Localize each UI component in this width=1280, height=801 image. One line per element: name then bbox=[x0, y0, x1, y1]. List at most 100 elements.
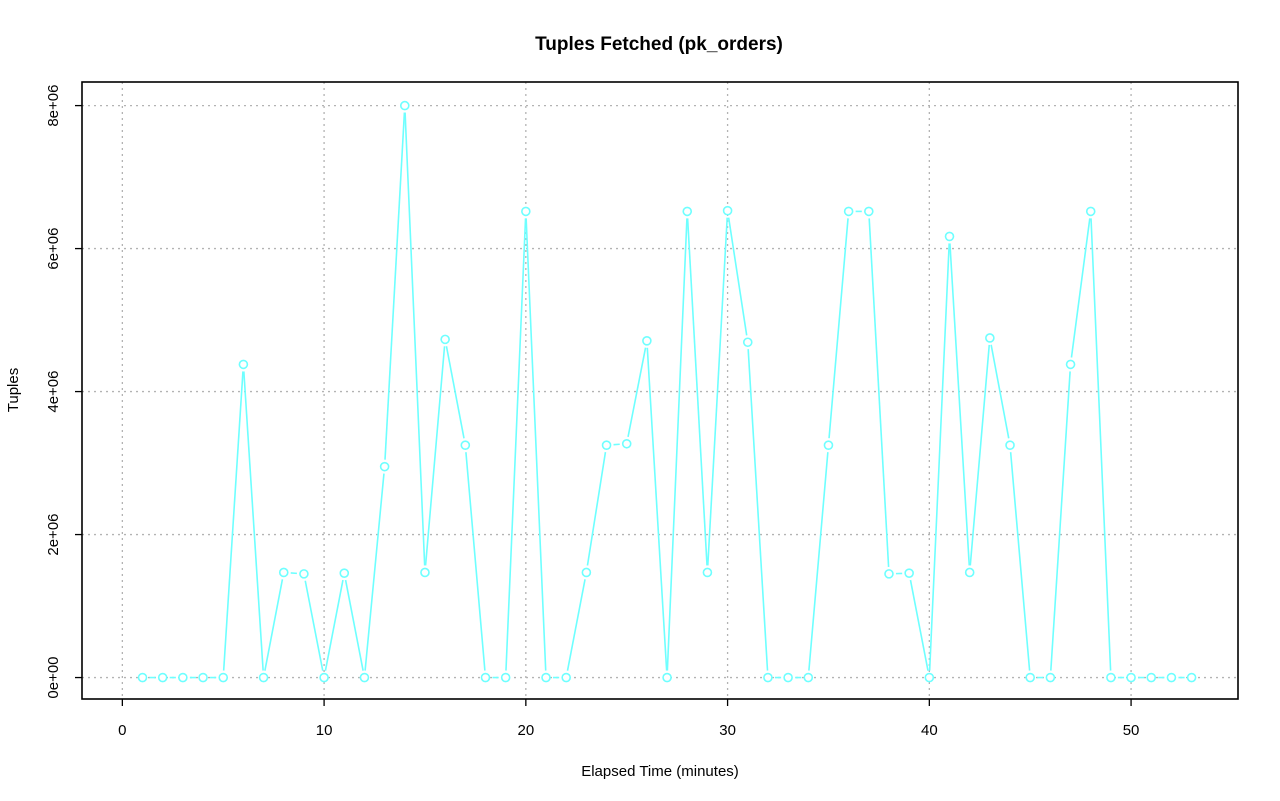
series-line-segment bbox=[646, 347, 668, 671]
series-line-segment bbox=[686, 218, 708, 566]
data-point bbox=[904, 568, 914, 578]
series-line-segment bbox=[868, 218, 890, 567]
data-point bbox=[339, 568, 350, 578]
data-point bbox=[541, 672, 551, 683]
series-line-segment bbox=[707, 217, 728, 566]
y-tick-label: 4e+06 bbox=[45, 371, 62, 413]
data-point bbox=[884, 569, 894, 579]
series-line-segment bbox=[1090, 218, 1112, 671]
data-point bbox=[500, 672, 511, 683]
series-line-segment bbox=[344, 579, 364, 671]
chart-title: Tuples Fetched (pk_orders) bbox=[535, 34, 783, 55]
series-line-segment bbox=[808, 452, 829, 671]
series-line-segment bbox=[928, 243, 950, 671]
data-point bbox=[985, 333, 995, 343]
series-line-segment bbox=[465, 452, 486, 671]
series-layer bbox=[137, 100, 1197, 683]
series-line-segment bbox=[909, 579, 929, 671]
data-point bbox=[662, 672, 672, 683]
x-tick-label: 0 bbox=[118, 722, 126, 739]
y-tick-label: 6e+06 bbox=[45, 228, 62, 270]
series-line-segment bbox=[424, 346, 446, 566]
series-line-segment bbox=[1070, 218, 1091, 358]
data-point bbox=[299, 569, 309, 579]
y-axis: 0e+00 2e+06 4e+06 6e+06 8e+06 bbox=[45, 85, 82, 699]
data-point bbox=[803, 672, 814, 683]
x-tick-label: 30 bbox=[719, 722, 736, 739]
data-point bbox=[763, 672, 773, 683]
data-point bbox=[1025, 672, 1036, 683]
data-point bbox=[1186, 672, 1197, 683]
series-line-segment bbox=[445, 346, 465, 439]
data-point bbox=[964, 567, 975, 578]
data-point bbox=[742, 337, 753, 348]
series-line-segment bbox=[627, 347, 647, 438]
series-line-segment bbox=[304, 580, 324, 671]
series-line-segment bbox=[243, 371, 264, 671]
data-point bbox=[1005, 440, 1015, 450]
data-point bbox=[621, 438, 632, 449]
data-point bbox=[924, 672, 935, 683]
data-point bbox=[823, 440, 834, 450]
y-axis-label: Tuples bbox=[5, 368, 22, 412]
data-point bbox=[198, 672, 208, 683]
series-line-segment bbox=[566, 579, 586, 671]
data-point bbox=[1126, 672, 1136, 683]
data-point bbox=[581, 567, 592, 578]
data-point bbox=[1045, 672, 1056, 683]
data-point bbox=[420, 567, 430, 578]
series-line-segment bbox=[666, 218, 688, 671]
data-point bbox=[783, 672, 793, 683]
x-tick-label: 50 bbox=[1123, 722, 1140, 739]
data-point bbox=[864, 206, 874, 217]
data-point bbox=[157, 672, 168, 683]
data-point bbox=[702, 567, 713, 578]
x-tick-label: 10 bbox=[316, 722, 333, 739]
series-line-segment bbox=[384, 112, 406, 460]
data-point bbox=[178, 672, 188, 683]
series-line-segment bbox=[586, 451, 607, 566]
x-axis: 0 10 20 30 40 50 bbox=[118, 699, 1139, 739]
data-point bbox=[944, 231, 955, 242]
data-point bbox=[379, 461, 390, 472]
x-tick-label: 40 bbox=[921, 722, 938, 739]
series-line-segment bbox=[949, 243, 971, 566]
data-point bbox=[480, 672, 491, 683]
y-tick-label: 2e+06 bbox=[45, 513, 62, 555]
series-line-segment bbox=[222, 371, 244, 671]
series-line-segment bbox=[727, 217, 748, 336]
data-point bbox=[399, 100, 410, 111]
plot-frame bbox=[81, 81, 1239, 700]
data-point bbox=[722, 205, 733, 216]
data-point bbox=[1085, 206, 1096, 217]
series-line-segment bbox=[364, 473, 385, 671]
data-point bbox=[460, 440, 471, 450]
series-line-segment bbox=[828, 218, 849, 439]
series-line-segment bbox=[264, 579, 284, 671]
data-point bbox=[218, 672, 229, 683]
data-point bbox=[278, 567, 289, 578]
data-point bbox=[1146, 672, 1157, 683]
data-point bbox=[601, 440, 612, 450]
data-point bbox=[1065, 359, 1076, 370]
series-line-segment bbox=[1050, 371, 1071, 671]
data-point bbox=[137, 672, 148, 683]
y-tick-label: 0e+00 bbox=[45, 656, 62, 698]
data-point bbox=[1166, 672, 1177, 683]
series-line-segment bbox=[990, 344, 1010, 439]
data-point bbox=[238, 359, 249, 370]
series-line-segment bbox=[525, 218, 547, 671]
data-point bbox=[359, 672, 370, 683]
data-point bbox=[682, 206, 693, 217]
series-line-segment bbox=[505, 218, 527, 671]
data-point bbox=[642, 336, 652, 346]
series-line-segment bbox=[1009, 452, 1031, 671]
data-point bbox=[521, 206, 531, 217]
data-point bbox=[258, 672, 269, 683]
x-axis-label: Elapsed Time (minutes) bbox=[581, 763, 739, 780]
data-point bbox=[561, 672, 571, 683]
series-line-segment bbox=[324, 579, 344, 671]
data-point bbox=[319, 672, 329, 683]
data-point bbox=[843, 206, 854, 217]
